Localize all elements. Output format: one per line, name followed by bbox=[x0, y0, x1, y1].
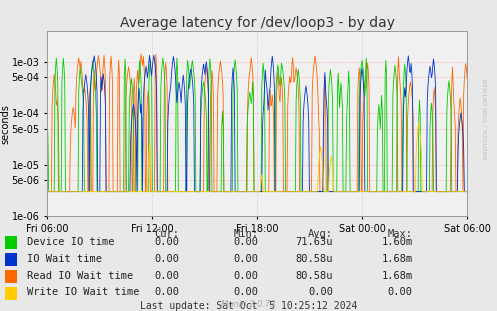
Text: Last update: Sat Oct  5 10:25:12 2024: Last update: Sat Oct 5 10:25:12 2024 bbox=[140, 301, 357, 311]
Bar bbox=[5, 236, 17, 249]
Text: Max:: Max: bbox=[388, 229, 413, 239]
Text: 0.00: 0.00 bbox=[154, 237, 179, 247]
Text: Device IO time: Device IO time bbox=[27, 237, 115, 247]
Text: 0.00: 0.00 bbox=[234, 287, 258, 297]
Text: 1.68m: 1.68m bbox=[381, 271, 413, 281]
Text: 1.68m: 1.68m bbox=[381, 254, 413, 264]
Text: 0.00: 0.00 bbox=[234, 271, 258, 281]
Bar bbox=[5, 287, 17, 300]
Text: 80.58u: 80.58u bbox=[296, 271, 333, 281]
Text: IO Wait time: IO Wait time bbox=[27, 254, 102, 264]
Text: Write IO Wait time: Write IO Wait time bbox=[27, 287, 140, 297]
Title: Average latency for /dev/loop3 - by day: Average latency for /dev/loop3 - by day bbox=[120, 16, 395, 30]
Bar bbox=[5, 270, 17, 283]
Y-axis label: seconds: seconds bbox=[0, 104, 10, 144]
Bar bbox=[5, 253, 17, 266]
Text: Munin 2.0.73: Munin 2.0.73 bbox=[221, 300, 276, 309]
Text: 0.00: 0.00 bbox=[154, 254, 179, 264]
Text: Min:: Min: bbox=[234, 229, 258, 239]
Text: RRDTOOL / TOBI OETIKER: RRDTOOL / TOBI OETIKER bbox=[483, 78, 488, 159]
Text: 1.60m: 1.60m bbox=[381, 237, 413, 247]
Text: 0.00: 0.00 bbox=[234, 254, 258, 264]
Text: 0.00: 0.00 bbox=[154, 271, 179, 281]
Text: Read IO Wait time: Read IO Wait time bbox=[27, 271, 134, 281]
Text: Cur:: Cur: bbox=[154, 229, 179, 239]
Text: 71.63u: 71.63u bbox=[296, 237, 333, 247]
Text: 80.58u: 80.58u bbox=[296, 254, 333, 264]
Text: Avg:: Avg: bbox=[308, 229, 333, 239]
Text: 0.00: 0.00 bbox=[308, 287, 333, 297]
Text: 0.00: 0.00 bbox=[234, 237, 258, 247]
Text: 0.00: 0.00 bbox=[154, 287, 179, 297]
Text: 0.00: 0.00 bbox=[388, 287, 413, 297]
